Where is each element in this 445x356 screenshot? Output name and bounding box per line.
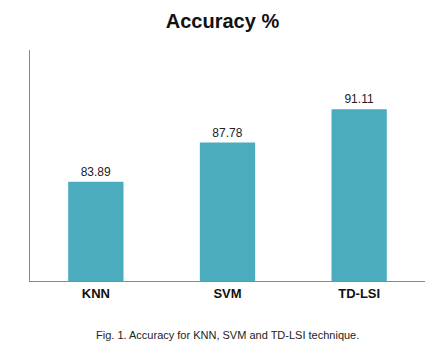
svg-text:KNN: KNN bbox=[82, 286, 110, 301]
svg-text:TD-LSI: TD-LSI bbox=[338, 286, 380, 301]
svg-text:Fig. 1. Accuracy for KNN, SVM: Fig. 1. Accuracy for KNN, SVM and TD-LSI… bbox=[96, 329, 359, 341]
svg-text:87.78: 87.78 bbox=[212, 126, 242, 140]
svg-text:91.11: 91.11 bbox=[344, 92, 373, 106]
svg-text:Accuracy %: Accuracy % bbox=[166, 10, 280, 32]
svg-text:83.89: 83.89 bbox=[81, 165, 111, 179]
svg-text:SVM: SVM bbox=[213, 286, 241, 301]
